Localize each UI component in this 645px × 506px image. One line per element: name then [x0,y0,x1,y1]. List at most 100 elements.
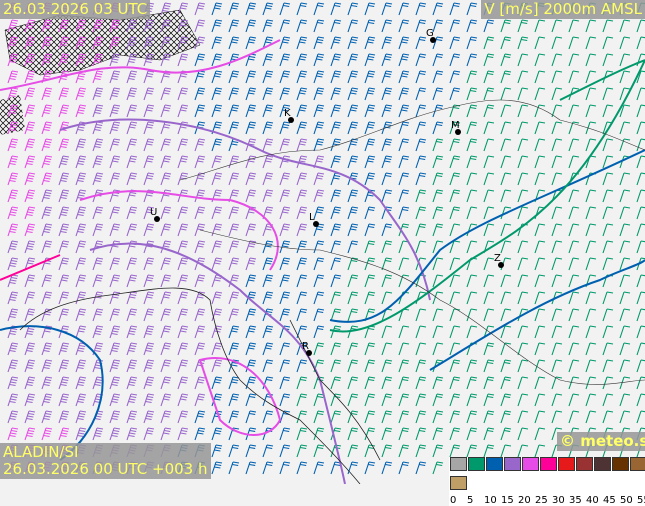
wind-barb [228,87,240,101]
wind-barb [75,342,87,356]
wind-barb [415,461,427,475]
wind-barb [432,70,444,84]
wind-barb [313,87,325,101]
wind-barb [619,87,631,101]
wind-barb [126,19,138,33]
wind-barb [228,2,240,16]
wind-barb [364,274,376,288]
wind-barb [364,138,376,152]
wind-barb [585,240,597,254]
wind-barb [279,138,291,152]
wind-barb [109,172,121,186]
wind-barb [262,274,274,288]
wind-barb [109,257,121,271]
wind-barb [466,325,478,339]
wind-barb [364,189,376,203]
legend-tick: 35 [569,495,582,506]
wind-barb [347,427,359,441]
wind-barb [551,308,563,322]
wind-barb [160,342,172,356]
wind-barb [585,359,597,373]
wind-barb [194,376,206,390]
wind-barb [160,325,172,339]
wind-barb [568,257,580,271]
wind-barb [279,308,291,322]
wind-barb [466,87,478,101]
wind-barb [126,121,138,135]
wind-barb [24,291,36,305]
wind-barb [126,393,138,407]
wind-barb [126,240,138,254]
wind-barb [245,274,257,288]
wind-barb [75,172,87,186]
wind-barb [296,461,308,475]
wind-barb [398,325,410,339]
wind-barb [517,257,529,271]
wind-barb [415,359,427,373]
isotachs [0,39,645,484]
wind-barb [364,427,376,441]
wind-barb [160,223,172,237]
wind-barb [160,172,172,186]
wind-barb [313,172,325,186]
wind-barb [500,291,512,305]
wind-barb [75,376,87,390]
wind-barb [194,291,206,305]
wind-barb [568,104,580,118]
wind-barb [143,206,155,220]
legend-swatch [594,457,611,471]
wind-barb [449,240,461,254]
wind-barb [619,274,631,288]
wind-barb [143,410,155,424]
wind-barb [619,291,631,305]
wind-barb [24,87,36,101]
wind-barb [75,359,87,373]
wind-barb [58,359,70,373]
wind-barb [126,104,138,118]
wind-barb [432,274,444,288]
wind-barb [211,359,223,373]
wind-barb [534,427,546,441]
wind-barb [466,2,478,16]
wind-barb [483,138,495,152]
wind-barb [466,291,478,305]
wind-barb [160,2,172,16]
wind-barb [262,308,274,322]
wind-barb [7,274,19,288]
wind-barb [24,53,36,67]
wind-barb [177,359,189,373]
wind-barb [279,19,291,33]
wind-barb [41,291,53,305]
wind-barb [109,87,121,101]
wind-barb [109,308,121,322]
wind-barb [211,2,223,16]
wind-barb [636,308,645,322]
wind-barb [551,376,563,390]
wind-barb [500,189,512,203]
wind-barb [534,121,546,135]
wind-barb [534,172,546,186]
wind-barb [7,172,19,186]
wind-barb [449,342,461,356]
wind-barb [126,359,138,373]
legend-tick: 45 [603,495,616,506]
wind-barb [347,138,359,152]
wind-barb [415,206,427,220]
wind-barb [279,155,291,169]
wind-barb [296,240,308,254]
wind-barb [194,257,206,271]
wind-barb [245,393,257,407]
wind-barb [483,291,495,305]
wind-barb [517,189,529,203]
valid-time-label: 26.03.2026 03 UTC [0,0,151,19]
wind-barb [517,36,529,50]
wind-barb [279,206,291,220]
wind-barb [432,427,444,441]
wind-barb [483,393,495,407]
wind-barb [177,53,189,67]
wind-barb [41,240,53,254]
wind-barb [568,274,580,288]
wind-barb [7,240,19,254]
wind-barb [619,19,631,33]
wind-barb [41,121,53,135]
